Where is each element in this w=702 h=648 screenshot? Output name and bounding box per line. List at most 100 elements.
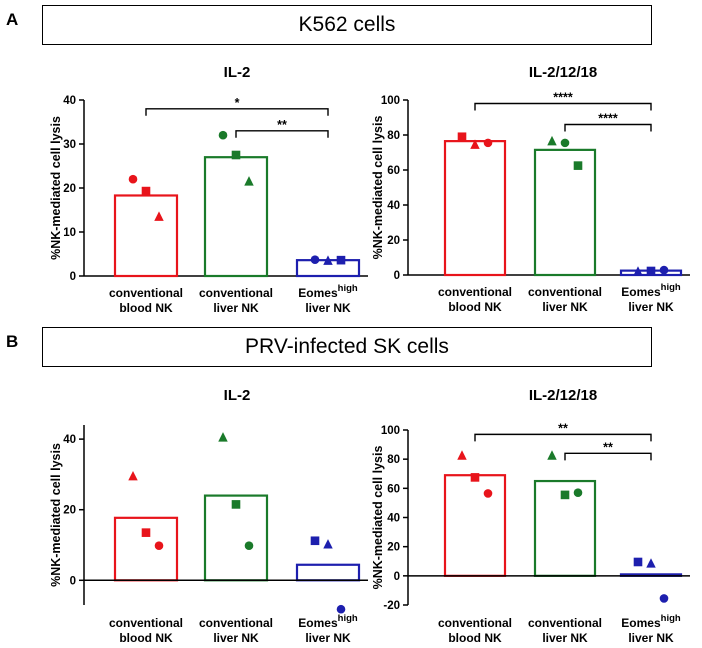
- chart-title: IL-2/12/18: [529, 387, 597, 404]
- chart-b-il2-12-18: IL-2/12/18 %NK-mediated cell lysis -20 0 20 4…: [371, 387, 690, 645]
- y-tick-label: 100: [381, 425, 400, 437]
- data-point-circle: [154, 541, 164, 551]
- panel-b-banner: PRV-infected SK cells: [42, 327, 652, 367]
- data-point-square: [573, 161, 583, 170]
- y-tick-label: 30: [63, 139, 76, 151]
- data-point-square: [633, 557, 643, 567]
- bar-0: [443, 140, 507, 277]
- significance-label: **: [277, 118, 287, 132]
- data-point-triangle: [244, 176, 254, 186]
- y-axis-label: %NK-mediated cell lysis: [371, 446, 385, 590]
- y-tick-label: 80: [387, 130, 400, 142]
- data-point-circle: [310, 255, 320, 265]
- data-point-square: [141, 528, 151, 537]
- data-point-square: [336, 255, 346, 265]
- data-point-triangle: [470, 139, 480, 149]
- data-point-circle: [483, 489, 493, 498]
- y-tick-label: 0: [394, 270, 400, 282]
- significance-label: ****: [598, 112, 618, 126]
- y-tick-label: 100: [381, 95, 400, 107]
- chart-a-il2-12-18: IL-2/12/18 %NK-mediated cell lysis 0 20 40 60…: [371, 64, 690, 314]
- data-point-square: [560, 490, 570, 500]
- y-tick-label: 60: [387, 165, 400, 177]
- data-point-square: [231, 500, 241, 509]
- y-tick-label: 40: [63, 95, 76, 107]
- y-axis-label: %NK-mediated cell lysis: [49, 116, 63, 260]
- data-point-triangle: [323, 255, 333, 265]
- data-point-circle: [560, 138, 570, 148]
- bar-1: [203, 156, 269, 278]
- chart-title: IL-2/12/18: [529, 64, 597, 81]
- significance-label: **: [558, 421, 568, 435]
- category-label-line1: conventional: [199, 286, 273, 300]
- y-tick-label: 0: [394, 571, 400, 583]
- data-point-triangle: [154, 211, 164, 221]
- y-axis-label: %NK-mediated cell lysis: [371, 116, 385, 260]
- panel-letter-b: B: [6, 332, 19, 351]
- category-label-line1: conventional: [199, 616, 273, 630]
- y-tick-label: 10: [63, 227, 76, 239]
- category-label-line1: conventional: [528, 285, 602, 299]
- category-label-line2: blood NK: [448, 631, 502, 645]
- y-tick-label: 20: [387, 542, 400, 554]
- data-point-circle: [336, 604, 346, 614]
- y-tick-label: -20: [383, 600, 400, 612]
- significance-bracket: [474, 102, 652, 111]
- data-point-circle: [659, 594, 669, 603]
- category-label-line2: liver NK: [628, 300, 674, 314]
- category-label-line2: liver NK: [305, 631, 351, 645]
- y-tick-label: 20: [63, 505, 76, 517]
- significance-bracket: [474, 433, 652, 442]
- data-point-circle: [128, 174, 138, 184]
- y-tick-label: 20: [387, 235, 400, 247]
- significance-bracket: [145, 108, 329, 116]
- data-point-square: [646, 266, 656, 276]
- y-tick-label: 40: [387, 513, 400, 525]
- y-tick-label: 0: [70, 575, 76, 587]
- chart-title: IL-2: [224, 387, 251, 404]
- data-point-square: [470, 473, 480, 482]
- data-point-triangle: [646, 558, 656, 568]
- category-label-line2: liver NK: [213, 301, 259, 315]
- category-label-line2: liver NK: [628, 631, 674, 645]
- data-point-triangle: [547, 135, 557, 146]
- significance-label: ****: [553, 91, 573, 105]
- data-point-triangle: [323, 539, 333, 549]
- bar-0: [443, 474, 507, 577]
- significance-bracket: [235, 130, 329, 138]
- category-label-line1: Eomeshigh: [621, 613, 681, 630]
- panel-a-banner: K562 cells: [42, 5, 652, 45]
- chart-title: IL-2: [224, 64, 251, 81]
- category-label-line1: Eomeshigh: [298, 613, 358, 630]
- data-point-square: [231, 150, 241, 160]
- data-point-triangle: [547, 450, 557, 460]
- category-label-line2: blood NK: [119, 301, 173, 315]
- y-tick-label: 20: [63, 183, 76, 195]
- data-point-square: [310, 536, 320, 546]
- category-label-line1: conventional: [438, 616, 512, 630]
- data-point-circle: [573, 488, 583, 498]
- bar-1: [533, 148, 597, 277]
- category-label-line2: liver NK: [542, 300, 588, 314]
- y-tick-label: 0: [70, 271, 76, 283]
- category-label-line2: liver NK: [542, 631, 588, 645]
- category-label-line2: blood NK: [448, 300, 502, 314]
- y-tick-label: 40: [63, 434, 76, 446]
- category-label-line1: Eomeshigh: [298, 283, 358, 300]
- category-label-line1: conventional: [109, 616, 183, 630]
- data-point-square: [141, 186, 151, 196]
- data-point-triangle: [128, 470, 138, 481]
- significance-bracket: [564, 452, 652, 461]
- category-label-line2: blood NK: [119, 631, 173, 645]
- bar-0: [113, 194, 179, 278]
- category-label-line1: conventional: [109, 286, 183, 300]
- category-label-line1: conventional: [528, 616, 602, 630]
- data-point-circle: [244, 541, 254, 551]
- data-point-square: [457, 132, 467, 142]
- significance-bracket: [564, 123, 652, 132]
- chart-b-il2: IL-2 %NK-mediated cell lysis 0 20 40 conventi…: [49, 387, 368, 645]
- y-axis-label: %NK-mediated cell lysis: [49, 443, 63, 587]
- bar-0: [113, 516, 179, 582]
- data-point-triangle: [218, 432, 228, 442]
